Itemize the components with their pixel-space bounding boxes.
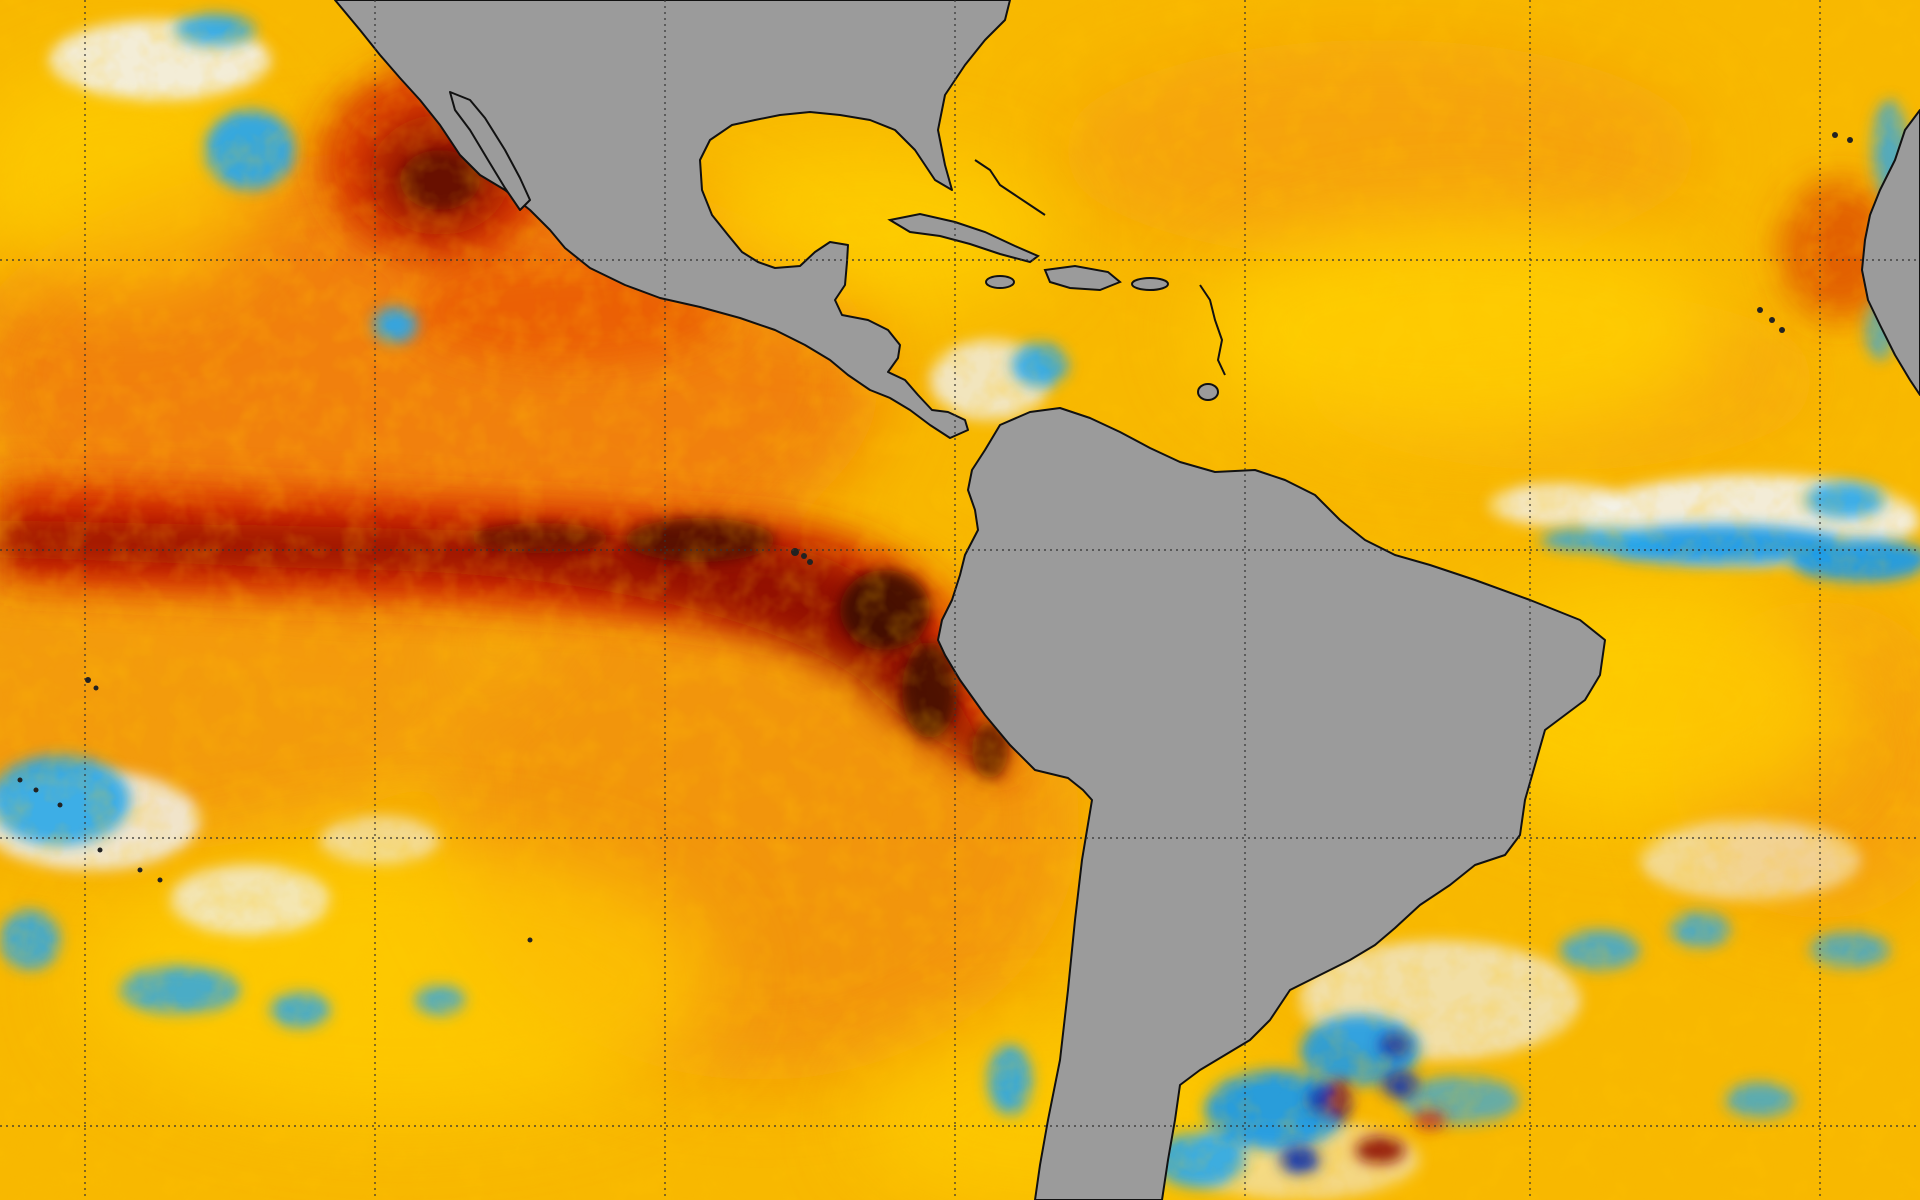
- bahamas: [974, 159, 1046, 216]
- cuba: [887, 212, 1040, 264]
- atlantic-island: [1832, 132, 1838, 138]
- puerto-rico: [1131, 277, 1169, 291]
- pacific-island: [33, 787, 39, 793]
- trinidad: [1197, 383, 1219, 401]
- galapagos-island: [791, 548, 799, 556]
- lesser-antilles: [1199, 284, 1226, 376]
- atlantic-island: [1847, 137, 1853, 143]
- pacific-island: [85, 677, 91, 683]
- galapagos-island: [807, 559, 813, 565]
- pacific-island: [97, 847, 103, 853]
- pacific-island: [93, 685, 99, 691]
- pacific-island: [137, 867, 143, 873]
- atlantic-island: [1769, 317, 1775, 323]
- hispaniola: [1043, 264, 1122, 292]
- pacific-islands: [17, 132, 1853, 943]
- pacific-island: [17, 777, 23, 783]
- pacific-island: [527, 937, 533, 943]
- pacific-island: [57, 802, 63, 808]
- atlantic-island: [1779, 327, 1785, 333]
- south-america-landmass: [937, 407, 1606, 1200]
- north-america-landmass: [334, 0, 1011, 439]
- land-layer: [334, 0, 1920, 1200]
- africa-edge: [1861, 109, 1920, 396]
- atlantic-island: [1757, 307, 1763, 313]
- galapagos-island: [801, 553, 807, 559]
- baja-california: [449, 91, 531, 211]
- caribbean-islands: [887, 159, 1226, 401]
- pacific-island: [157, 877, 163, 883]
- jamaica: [985, 275, 1015, 289]
